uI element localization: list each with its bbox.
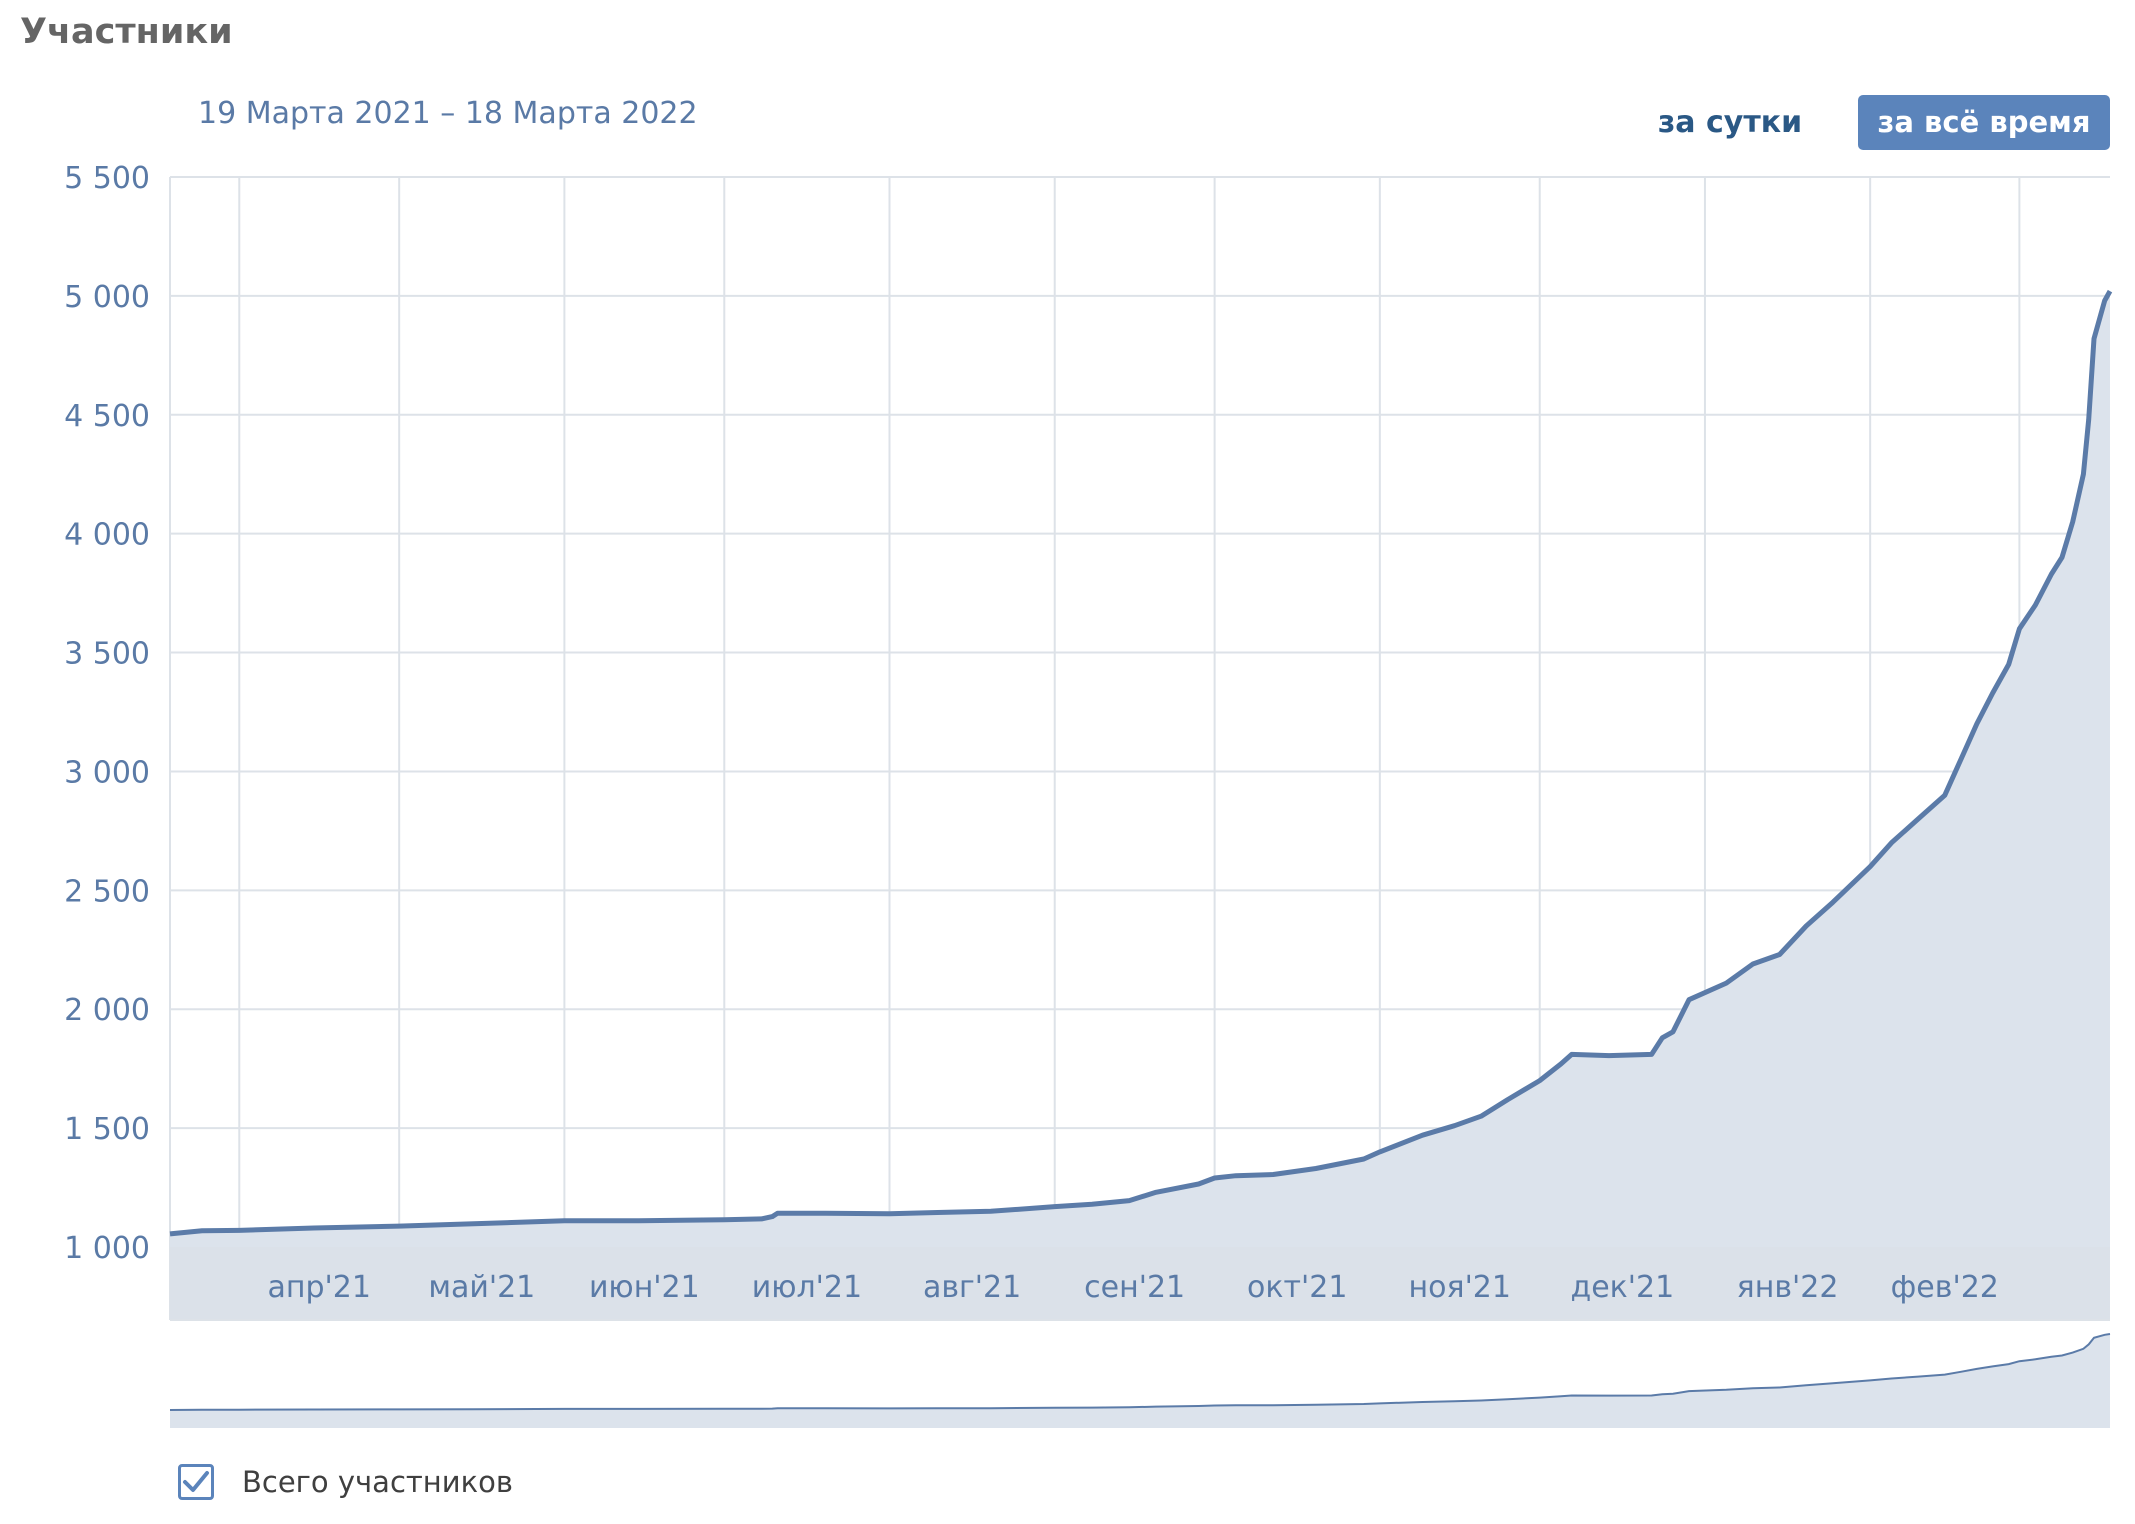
y-tick-label: 2 500 — [64, 874, 150, 909]
x-axis-band — [170, 1247, 2110, 1320]
x-tick-label: авг'21 — [923, 1270, 1021, 1305]
legend-label: Всего участников — [242, 1465, 513, 1499]
y-axis: 1 000 1 500 2 000 2 500 3 000 3 500 4 000 4 500… — [64, 161, 150, 1266]
y-tick-label: 3 000 — [64, 755, 150, 790]
x-tick-label: май'21 — [428, 1270, 535, 1305]
y-tick-label: 5 500 — [64, 161, 150, 196]
x-tick-label: фев'22 — [1891, 1270, 1999, 1305]
series-line — [169, 289, 2113, 1237]
y-tick-label: 4 000 — [64, 518, 150, 553]
x-tick-label: ноя'21 — [1409, 1270, 1511, 1305]
x-tick-label: окт'21 — [1247, 1270, 1347, 1305]
navigator-line — [169, 1333, 2111, 1411]
series-area — [170, 291, 2110, 1248]
y-tick-label: 1 500 — [64, 1112, 150, 1147]
date-range: 19 Марта 2021 – 18 Марта 2022 — [198, 96, 698, 131]
per-day-button[interactable]: за сутки — [1657, 105, 1803, 140]
navigator-area — [170, 1334, 2110, 1428]
members-chart[interactable]: апр'21 май'21 июн'21 июл'21 авг'21 сен'21 окт'… — [0, 0, 2135, 1440]
x-tick-label: июл'21 — [752, 1270, 862, 1305]
y-tick-label: 3 500 — [64, 637, 150, 672]
x-axis: апр'21 май'21 июн'21 июл'21 авг'21 сен'21 окт'… — [267, 1270, 1998, 1305]
y-tick-label: 5 000 — [64, 280, 150, 315]
page-title: Участники — [20, 12, 233, 52]
y-tick-label: 4 500 — [64, 399, 150, 434]
x-tick-label: сен'21 — [1084, 1270, 1185, 1305]
y-tick-label: 1 000 — [64, 1231, 150, 1266]
y-tick-label: 2 000 — [64, 993, 150, 1028]
legend-item[interactable]: Всего участников — [178, 1462, 513, 1502]
legend-checkbox[interactable] — [178, 1464, 214, 1500]
check-icon — [183, 1471, 209, 1492]
x-tick-label: апр'21 — [267, 1270, 370, 1305]
x-tick-label: дек'21 — [1570, 1270, 1674, 1305]
x-tick-label: июн'21 — [589, 1270, 700, 1305]
all-time-button[interactable]: за всё время — [1858, 95, 2110, 150]
x-tick-label: янв'22 — [1737, 1270, 1839, 1305]
